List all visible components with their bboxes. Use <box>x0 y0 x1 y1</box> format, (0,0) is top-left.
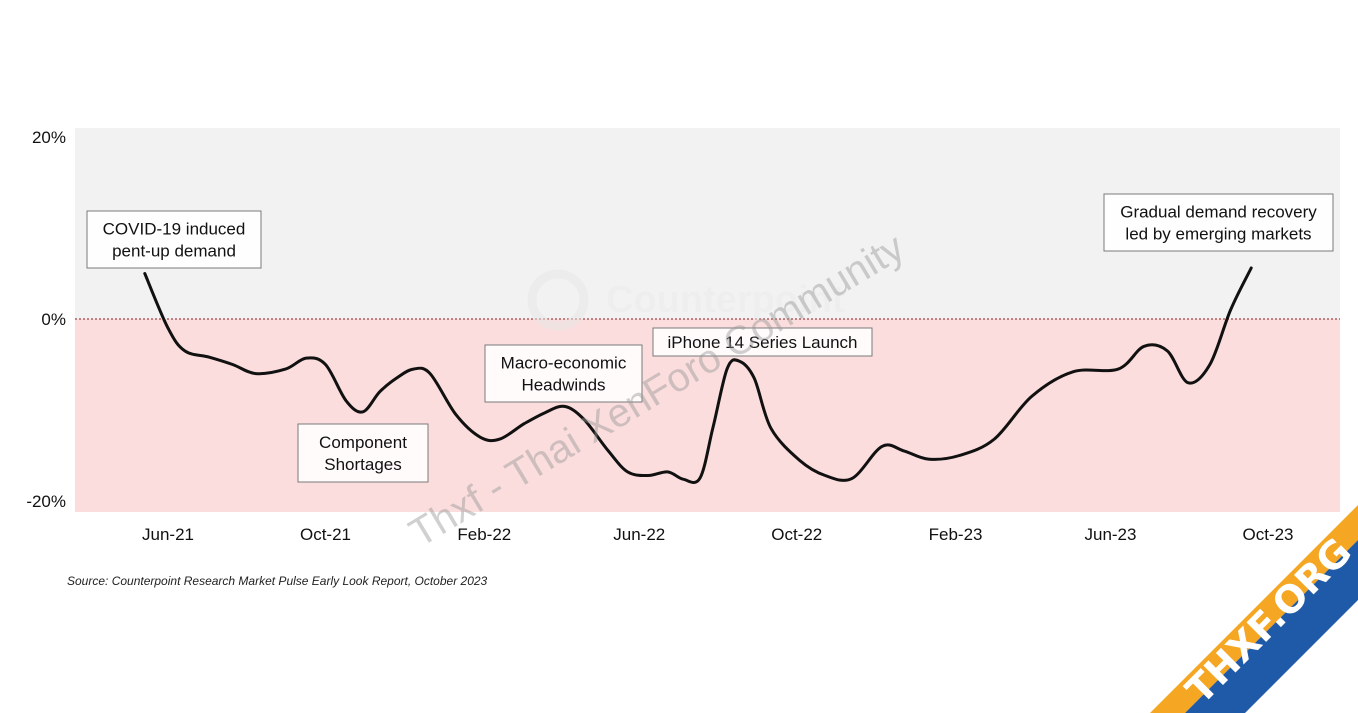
annotation-frame <box>297 423 429 483</box>
annotation-box: COVID-19 induced pent-up demand <box>86 210 262 269</box>
logo-watermark: Counterpoint <box>527 269 845 331</box>
annotation-text: led by emerging markets <box>1125 225 1311 244</box>
annotation-box: Gradual demand recovery led by emerging m… <box>1103 193 1334 252</box>
annotation-text: Gradual demand recovery <box>1120 203 1317 222</box>
x-tick-label: Feb-22 <box>457 525 511 544</box>
annotations: COVID-19 induced pent-up demand Component S… <box>86 193 1334 483</box>
svg-text:Counterpoint: Counterpoint <box>606 279 845 321</box>
annotation-frame <box>652 327 873 357</box>
y-tick-label: 0% <box>41 310 66 329</box>
y-axis-ticks: 20% 0% -20% <box>26 128 66 511</box>
annotation-text: pent-up demand <box>112 242 236 261</box>
annotation-text: Headwinds <box>521 376 605 395</box>
annotation-frame <box>86 210 262 269</box>
x-tick-label: Jun-23 <box>1084 525 1136 544</box>
annotation-box: iPhone 14 Series Launch <box>652 327 873 357</box>
annotation-text: iPhone 14 Series Launch <box>668 333 858 352</box>
x-tick-label: Oct-23 <box>1242 525 1293 544</box>
annotation-text: Component <box>319 433 407 452</box>
y-tick-label: 20% <box>32 128 66 147</box>
annotation-box: Macro-economic Headwinds <box>484 344 643 403</box>
annotation-frame <box>1103 193 1334 252</box>
source-note: Source: Counterpoint Research Market Pul… <box>67 574 488 588</box>
x-tick-label: Feb-23 <box>929 525 983 544</box>
series-line <box>143 266 1253 485</box>
x-tick-label: Jun-21 <box>142 525 194 544</box>
x-axis-ticks: Jun-21 Oct-21 Feb-22 Jun-22 Oct-22 Feb-23 Jun-… <box>142 525 1294 544</box>
annotation-text: COVID-19 induced <box>103 220 246 239</box>
x-tick-label: Oct-22 <box>771 525 822 544</box>
x-tick-label: Oct-21 <box>300 525 351 544</box>
annotation-text: Macro-economic <box>501 354 627 373</box>
annotation-text: Shortages <box>324 455 402 474</box>
y-tick-label: -20% <box>26 492 66 511</box>
annotation-frame <box>484 344 643 403</box>
x-tick-label: Jun-22 <box>613 525 665 544</box>
annotation-box: Component Shortages <box>297 423 429 483</box>
